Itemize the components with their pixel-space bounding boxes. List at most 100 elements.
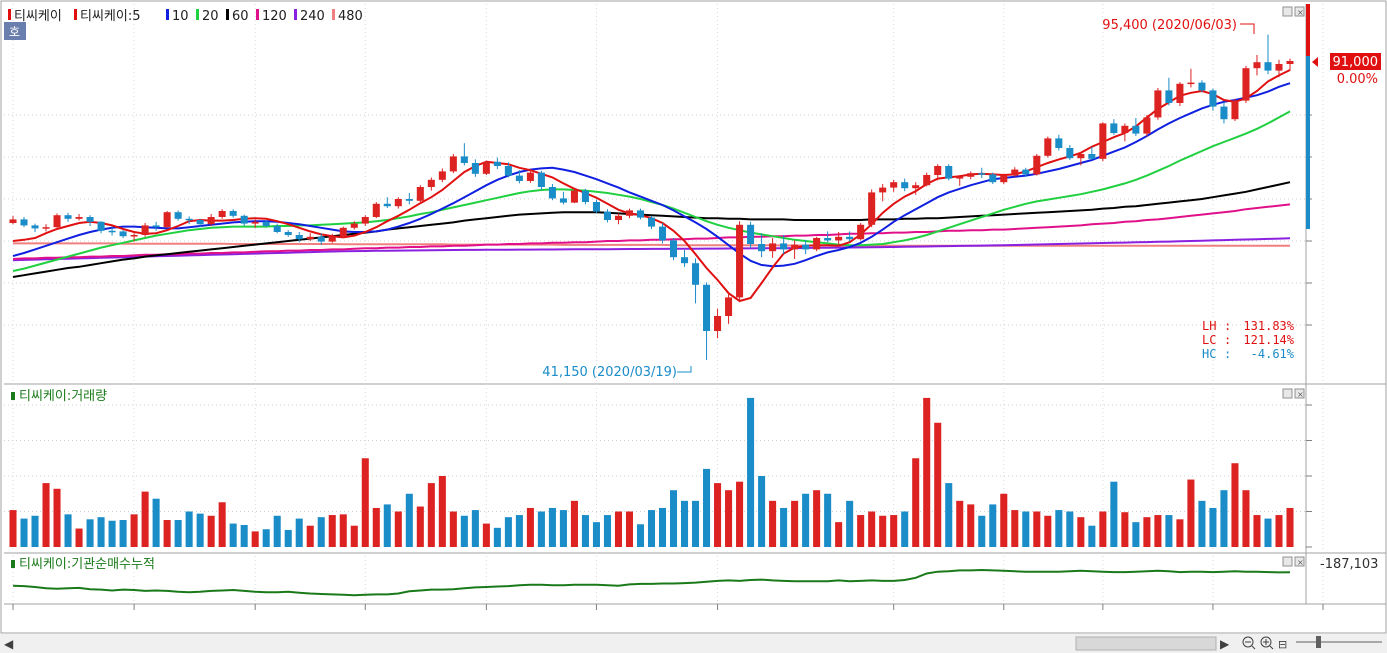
- close-icon[interactable]: [1294, 6, 1305, 17]
- volume-bar: [1253, 515, 1261, 547]
- volume-bar: [1055, 510, 1063, 547]
- candle: [923, 172, 931, 187]
- volume-bar: [273, 515, 281, 547]
- candle-body: [482, 161, 490, 174]
- volume-bar: [119, 520, 127, 547]
- candle: [284, 230, 292, 237]
- candle-body: [945, 166, 953, 179]
- candle: [1000, 173, 1008, 184]
- scrollbar-thumb[interactable]: [1075, 636, 1217, 651]
- scroll-left-icon[interactable]: ◀: [4, 637, 14, 651]
- candle-body: [603, 211, 611, 220]
- candle-body: [350, 223, 358, 228]
- candle-body: [1286, 61, 1294, 64]
- candle: [471, 159, 479, 177]
- stat-value: -4.61%: [1251, 347, 1295, 361]
- candle: [416, 185, 424, 202]
- volume-bar: [306, 525, 314, 547]
- zoom-slider[interactable]: [1296, 636, 1382, 648]
- candle-body: [185, 218, 193, 221]
- reset-zoom-icon[interactable]: ⊟: [1278, 638, 1287, 651]
- candle: [835, 232, 843, 245]
- volume-bar: [1121, 512, 1129, 547]
- candle-body: [207, 217, 215, 225]
- candle: [460, 143, 468, 166]
- maximize-icon[interactable]: [1282, 6, 1293, 17]
- volume-bar: [240, 524, 248, 547]
- institution-panel-controls[interactable]: ×: [1282, 556, 1305, 567]
- price-panel-controls[interactable]: ×: [1282, 6, 1305, 17]
- maximize-icon[interactable]: [1282, 556, 1293, 567]
- maximize-icon[interactable]: [1282, 388, 1293, 399]
- volume-bar: [824, 493, 832, 547]
- volume-bar: [31, 515, 39, 547]
- legend-label: 티씨케이:5: [80, 9, 141, 24]
- candle: [339, 226, 347, 238]
- volume-bar: [1231, 463, 1239, 547]
- candle: [956, 175, 964, 186]
- candle-body: [438, 171, 446, 180]
- zoom-out-icon[interactable]: [1242, 636, 1256, 650]
- candle: [934, 164, 942, 181]
- candle: [703, 282, 711, 361]
- candle: [273, 223, 281, 234]
- candle-body: [923, 175, 931, 186]
- zoom-slider-handle[interactable]: [1316, 636, 1321, 648]
- candle-body: [42, 227, 50, 229]
- candle-body: [515, 175, 523, 181]
- candle-body: [769, 243, 777, 252]
- candle-body: [780, 243, 788, 250]
- legend-label: 60: [232, 9, 249, 24]
- candle-body: [196, 220, 204, 225]
- volume-bar: [1286, 507, 1294, 547]
- stat-label: LC: [1202, 333, 1216, 347]
- candle: [537, 170, 545, 190]
- volume-bar: [967, 504, 975, 547]
- candle-body: [1275, 64, 1283, 71]
- candle-body: [152, 225, 160, 228]
- candle-body: [813, 238, 821, 250]
- volume-bar: [1088, 525, 1096, 547]
- legend-label: 티씨케이: [14, 9, 62, 24]
- volume-panel-controls[interactable]: ×: [1282, 388, 1305, 399]
- candle-body: [890, 182, 898, 188]
- scrollbar-track[interactable]: [0, 634, 1387, 653]
- volume-bar: [97, 517, 105, 547]
- stat-value: 121.14%: [1243, 333, 1294, 347]
- candle: [86, 215, 94, 226]
- corner-badge[interactable]: [4, 22, 26, 40]
- candle-body: [141, 225, 149, 235]
- candle-body: [31, 225, 39, 229]
- candle-body: [1264, 62, 1272, 71]
- volume-bar: [163, 520, 171, 547]
- candle-body: [681, 257, 689, 264]
- candle-body: [835, 236, 843, 241]
- candle-body: [295, 235, 303, 240]
- volume-bar: [1022, 511, 1030, 547]
- candle-body: [317, 236, 325, 242]
- candle: [196, 218, 204, 228]
- candle: [1165, 77, 1173, 106]
- low-annotation-leader: [677, 366, 692, 373]
- candle: [813, 236, 821, 252]
- zoom-in-icon[interactable]: [1260, 636, 1274, 650]
- candle-body: [1000, 175, 1008, 183]
- candle: [1198, 80, 1206, 93]
- candle: [912, 182, 920, 195]
- volume-bar: [1209, 507, 1217, 547]
- candle-body: [284, 232, 292, 235]
- candle: [405, 193, 413, 205]
- scroll-right-icon[interactable]: ▶: [1220, 637, 1230, 651]
- close-icon[interactable]: [1294, 556, 1305, 567]
- candle: [714, 308, 722, 339]
- candle-body: [934, 166, 942, 175]
- volume-bar: [416, 506, 424, 547]
- price-range-bar-up: [1306, 4, 1310, 56]
- volume-panel-title: 티씨케이:거래량: [19, 389, 107, 404]
- volume-bar: [20, 518, 28, 547]
- close-icon[interactable]: [1294, 388, 1305, 399]
- volume-bar: [1264, 518, 1272, 547]
- volume-bar: [758, 476, 766, 547]
- candle: [570, 189, 578, 204]
- ma-120-line: [12, 203, 1291, 260]
